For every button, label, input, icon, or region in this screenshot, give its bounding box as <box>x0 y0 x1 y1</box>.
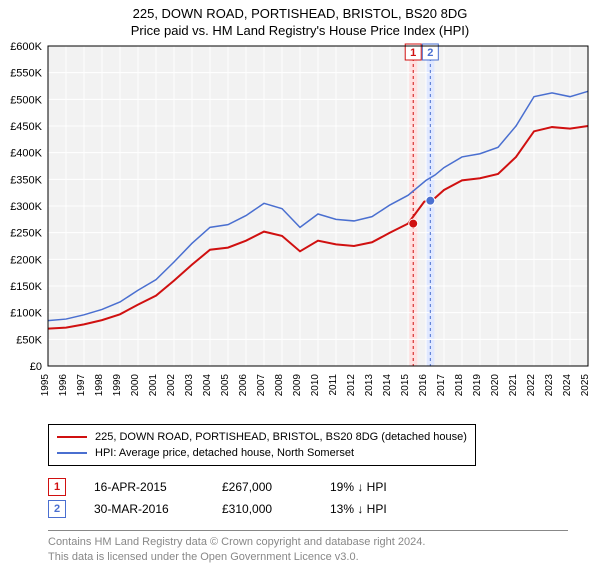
svg-text:2012: 2012 <box>346 374 357 397</box>
svg-text:£400K: £400K <box>10 148 42 160</box>
svg-text:1998: 1998 <box>94 374 105 397</box>
svg-text:£550K: £550K <box>10 68 42 80</box>
svg-text:2019: 2019 <box>472 374 483 397</box>
svg-text:2: 2 <box>427 47 433 59</box>
svg-text:1999: 1999 <box>112 374 123 397</box>
svg-text:2000: 2000 <box>130 374 141 397</box>
svg-text:£100K: £100K <box>10 308 42 320</box>
svg-text:2005: 2005 <box>220 374 231 397</box>
legend-label: 225, DOWN ROAD, PORTISHEAD, BRISTOL, BS2… <box>95 431 467 443</box>
svg-text:2003: 2003 <box>184 374 195 397</box>
svg-text:2008: 2008 <box>274 374 285 397</box>
svg-text:2010: 2010 <box>310 374 321 397</box>
tx-diff: 13% ↓ HPI <box>330 502 420 516</box>
svg-text:£350K: £350K <box>10 174 42 186</box>
svg-text:£300K: £300K <box>10 201 42 213</box>
svg-text:2006: 2006 <box>238 374 249 397</box>
footer-line-1: Contains HM Land Registry data © Crown c… <box>48 535 568 550</box>
chart-title: 225, DOWN ROAD, PORTISHEAD, BRISTOL, BS2… <box>0 6 600 21</box>
svg-text:2022: 2022 <box>526 374 537 397</box>
svg-text:2025: 2025 <box>580 374 591 397</box>
footer-attribution: Contains HM Land Registry data © Crown c… <box>48 530 568 565</box>
legend-swatch <box>57 452 87 454</box>
table-row: 2 30-MAR-2016 £310,000 13% ↓ HPI <box>48 498 568 520</box>
svg-text:2002: 2002 <box>166 374 177 397</box>
svg-text:2001: 2001 <box>148 374 159 397</box>
tx-date: 16-APR-2015 <box>94 480 194 494</box>
svg-text:£150K: £150K <box>10 281 42 293</box>
svg-text:2007: 2007 <box>256 374 267 397</box>
tx-date: 30-MAR-2016 <box>94 502 194 516</box>
svg-text:£450K: £450K <box>10 121 42 133</box>
svg-text:2021: 2021 <box>508 374 519 397</box>
svg-text:£200K: £200K <box>10 254 42 266</box>
table-row: 1 16-APR-2015 £267,000 19% ↓ HPI <box>48 476 568 498</box>
svg-text:1996: 1996 <box>58 374 69 397</box>
legend-label: HPI: Average price, detached house, Nort… <box>95 447 354 459</box>
svg-text:2013: 2013 <box>364 374 375 397</box>
tx-number-badge: 2 <box>48 500 66 518</box>
tx-diff: 19% ↓ HPI <box>330 480 420 494</box>
tx-number-badge: 1 <box>48 478 66 496</box>
svg-text:2014: 2014 <box>382 374 393 397</box>
svg-text:2023: 2023 <box>544 374 555 397</box>
legend-swatch <box>57 436 87 438</box>
tx-price: £310,000 <box>222 502 302 516</box>
svg-text:1: 1 <box>410 47 416 59</box>
svg-text:£0: £0 <box>30 361 42 373</box>
svg-text:2017: 2017 <box>436 374 447 397</box>
chart-svg: £0 £50K £100K £150K £200K £250K £300K £350K £400… <box>0 38 600 418</box>
legend: 225, DOWN ROAD, PORTISHEAD, BRISTOL, BS2… <box>48 424 476 466</box>
chart-subtitle: Price paid vs. HM Land Registry's House … <box>0 23 600 38</box>
svg-text:2020: 2020 <box>490 374 501 397</box>
svg-text:1997: 1997 <box>76 374 87 397</box>
svg-text:£250K: £250K <box>10 228 42 240</box>
footer-line-2: This data is licensed under the Open Gov… <box>48 550 568 565</box>
tx-price: £267,000 <box>222 480 302 494</box>
svg-text:1995: 1995 <box>40 374 51 397</box>
legend-item: 225, DOWN ROAD, PORTISHEAD, BRISTOL, BS2… <box>57 429 467 445</box>
svg-text:2024: 2024 <box>562 374 573 397</box>
svg-text:£600K: £600K <box>10 41 42 53</box>
chart: £0 £50K £100K £150K £200K £250K £300K £350K £400… <box>0 38 600 418</box>
legend-item: HPI: Average price, detached house, Nort… <box>57 445 467 461</box>
svg-text:2015: 2015 <box>400 374 411 397</box>
svg-text:2016: 2016 <box>418 374 429 397</box>
svg-text:2011: 2011 <box>328 374 339 396</box>
svg-text:2009: 2009 <box>292 374 303 397</box>
transaction-table: 1 16-APR-2015 £267,000 19% ↓ HPI 2 30-MAR-201… <box>48 476 568 520</box>
svg-text:£50K: £50K <box>16 334 42 346</box>
svg-text:£500K: £500K <box>10 94 42 106</box>
svg-text:2018: 2018 <box>454 374 465 397</box>
svg-text:2004: 2004 <box>202 374 213 397</box>
